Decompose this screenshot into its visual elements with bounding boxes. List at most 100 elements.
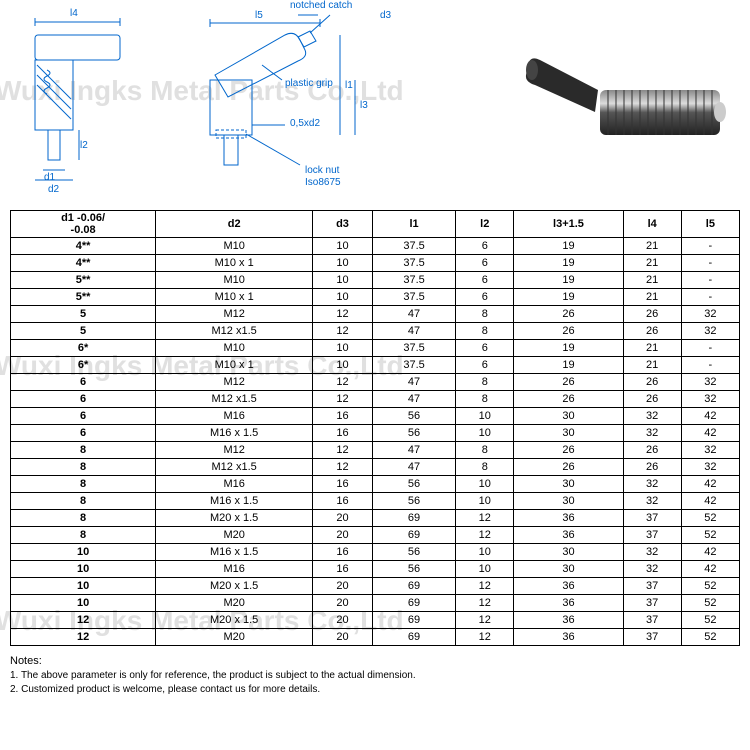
table-cell: 19: [514, 255, 623, 272]
table-row: 10M16 x 1.5165610303242: [11, 544, 740, 561]
table-cell: -: [681, 272, 739, 289]
table-cell: M16: [156, 408, 313, 425]
table-cell: 21: [623, 340, 681, 357]
table-row: 12M20206912363752: [11, 629, 740, 646]
table-cell: 12: [313, 323, 373, 340]
table-cell: 6*: [11, 357, 156, 374]
notes-item-2: 2. Customized product is welcome, please…: [10, 683, 740, 697]
table-cell: 12: [11, 629, 156, 646]
table-cell: 32: [623, 561, 681, 578]
table-cell: 26: [514, 306, 623, 323]
table-cell: 69: [372, 629, 455, 646]
table-cell: 10: [313, 272, 373, 289]
table-cell: 8: [11, 476, 156, 493]
table-cell: 47: [372, 374, 455, 391]
table-cell: 19: [514, 289, 623, 306]
table-cell: 8: [456, 374, 514, 391]
table-cell: 4**: [11, 255, 156, 272]
table-cell: 26: [514, 323, 623, 340]
table-cell: 21: [623, 272, 681, 289]
table-cell: -: [681, 238, 739, 255]
table-cell: 21: [623, 357, 681, 374]
table-cell: 32: [681, 459, 739, 476]
table-cell: 10: [11, 561, 156, 578]
table-cell: 20: [313, 527, 373, 544]
table-cell: 10: [456, 476, 514, 493]
table-cell: 52: [681, 578, 739, 595]
table-cell: 16: [313, 561, 373, 578]
table-cell: 52: [681, 612, 739, 629]
col-header: d3: [313, 211, 373, 238]
table-cell: 21: [623, 238, 681, 255]
table-cell: M16: [156, 561, 313, 578]
table-cell: 42: [681, 493, 739, 510]
table-row: 6M1212478262632: [11, 374, 740, 391]
table-row: 8M20206912363752: [11, 527, 740, 544]
table-row: 6*M101037.561921-: [11, 340, 740, 357]
table-cell: 30: [514, 493, 623, 510]
table-cell: 26: [514, 391, 623, 408]
table-cell: 69: [372, 510, 455, 527]
label-lock-nut: lock nut: [305, 165, 339, 176]
table-cell: 12: [456, 578, 514, 595]
table-cell: 32: [623, 493, 681, 510]
table-cell: M16: [156, 476, 313, 493]
table-cell: 32: [681, 323, 739, 340]
table-cell: 10: [313, 238, 373, 255]
table-cell: M12 x1.5: [156, 391, 313, 408]
table-cell: 37: [623, 527, 681, 544]
label-l4: l4: [70, 8, 78, 19]
table-row: 10M20206912363752: [11, 595, 740, 612]
table-cell: 8: [456, 442, 514, 459]
table-cell: 47: [372, 459, 455, 476]
table-cell: 8: [456, 306, 514, 323]
notes-section: Notes: 1. The above parameter is only fo…: [10, 654, 740, 697]
table-cell: M12 x1.5: [156, 459, 313, 476]
table-cell: M12: [156, 374, 313, 391]
label-lock-nut-std: Iso8675: [305, 177, 341, 188]
col-header: d2: [156, 211, 313, 238]
table-row: 12M20 x 1.5206912363752: [11, 612, 740, 629]
table-cell: 32: [681, 306, 739, 323]
table-row: 6M12 x1.512478262632: [11, 391, 740, 408]
diagram-left: [15, 10, 165, 190]
table-cell: M10: [156, 272, 313, 289]
table-cell: 20: [313, 578, 373, 595]
table-cell: 12: [313, 459, 373, 476]
table-cell: 20: [313, 612, 373, 629]
table-cell: M12: [156, 442, 313, 459]
table-cell: 6: [456, 238, 514, 255]
col-header: d1 -0.06/ -0.08: [11, 211, 156, 238]
table-row: 4**M10 x 11037.561921-: [11, 255, 740, 272]
table-cell: 10: [11, 578, 156, 595]
table-cell: 6: [456, 289, 514, 306]
table-cell: 42: [681, 476, 739, 493]
table-cell: 5: [11, 323, 156, 340]
table-cell: 37: [623, 629, 681, 646]
table-cell: 30: [514, 561, 623, 578]
table-cell: 10: [11, 544, 156, 561]
table-cell: 10: [11, 595, 156, 612]
table-cell: 52: [681, 629, 739, 646]
label-d3: d3: [380, 10, 391, 21]
table-cell: 47: [372, 306, 455, 323]
table-row: 8M1212478262632: [11, 442, 740, 459]
table-row: 5**M101037.561921-: [11, 272, 740, 289]
col-header: l5: [681, 211, 739, 238]
table-cell: -: [681, 255, 739, 272]
table-row: 4**M101037.561921-: [11, 238, 740, 255]
table-cell: 8: [11, 442, 156, 459]
table-cell: 47: [372, 442, 455, 459]
table-cell: 6: [456, 255, 514, 272]
table-cell: 8: [11, 510, 156, 527]
table-cell: 12: [11, 612, 156, 629]
table-cell: 37.5: [372, 272, 455, 289]
table-cell: 56: [372, 561, 455, 578]
table-cell: 20: [313, 595, 373, 612]
label-l2: l2: [80, 140, 88, 151]
label-d1: d1: [44, 172, 55, 183]
table-cell: 30: [514, 408, 623, 425]
table-cell: 16: [313, 493, 373, 510]
table-row: 8M12 x1.512478262632: [11, 459, 740, 476]
table-cell: 5: [11, 306, 156, 323]
